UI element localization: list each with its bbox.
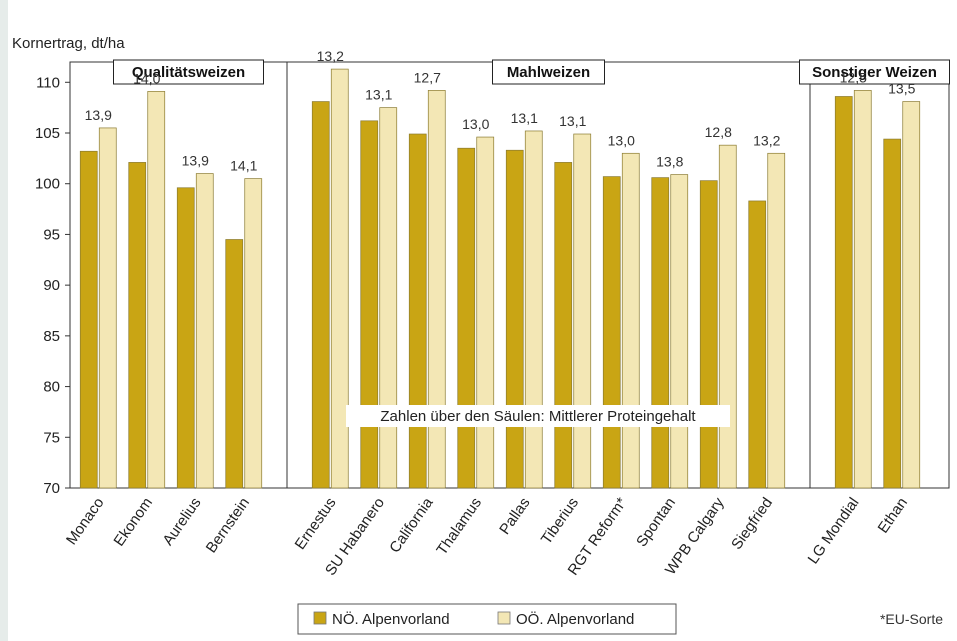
data-label: 14,1: [230, 158, 257, 174]
x-tick-label: Tiberius: [538, 495, 582, 548]
bar-noe: [311, 101, 330, 489]
bar-noe: [748, 200, 767, 489]
x-tick-label: Spontan: [633, 495, 679, 551]
data-label: 12,5: [840, 69, 867, 85]
group-label: Sonstiger Weizen: [812, 64, 937, 81]
legend-label: OÖ. Alpenvorland: [516, 610, 634, 628]
legend-box: [297, 603, 677, 635]
legend-swatch: [497, 611, 511, 625]
data-label: 13,0: [608, 132, 635, 148]
bar-noe: [128, 162, 147, 489]
data-label: 13,5: [888, 81, 915, 97]
data-label: 12,8: [705, 124, 732, 140]
data-label: 12,7: [414, 69, 441, 85]
x-tick-label: Ernestus: [292, 495, 340, 553]
group-label-box: [492, 59, 605, 85]
group-label-box: [113, 59, 264, 85]
x-tick-label: Thalamus: [433, 495, 485, 559]
bar-noe: [651, 177, 670, 489]
data-label: 13,9: [182, 153, 209, 169]
bar-ooe: [98, 127, 117, 489]
data-label: 13,1: [511, 110, 538, 126]
bar-noe: [505, 149, 524, 489]
legend-swatch: [313, 611, 327, 625]
bar-noe: [457, 147, 476, 489]
group-label-box: [799, 59, 950, 85]
annotation-text: Zahlen über den Säulen: Mittlerer Protei…: [380, 408, 696, 425]
y-tick-label: 80: [43, 379, 60, 396]
bar-ooe: [621, 152, 640, 489]
y-axis-label: Kornertrag, dt/ha: [12, 35, 125, 52]
annotation-bg: [346, 405, 730, 427]
data-label: 14,0: [133, 70, 160, 86]
y-tick-label: 75: [43, 429, 60, 446]
y-tick-label: 100: [35, 176, 60, 193]
bar-noe: [408, 133, 427, 489]
bar-noe: [602, 176, 621, 489]
data-label: 13,2: [753, 132, 780, 148]
bar-noe: [554, 162, 573, 489]
bar-noe: [883, 138, 902, 489]
y-tick-label: 95: [43, 226, 60, 243]
bar-ooe: [427, 90, 446, 489]
bar-ooe: [573, 133, 592, 489]
bar-ooe: [853, 90, 872, 489]
legend-label: NÖ. Alpenvorland: [332, 610, 450, 628]
x-tick-label: California: [386, 494, 437, 556]
bar-noe: [176, 187, 195, 489]
bar-noe: [834, 96, 853, 489]
x-tick-label: Aurelius: [160, 495, 205, 549]
data-label: 13,2: [317, 48, 344, 64]
y-tick-label: 85: [43, 328, 60, 345]
y-tick-label: 110: [36, 74, 60, 91]
x-tick-label: Bernstein: [203, 495, 253, 557]
bar-ooe: [379, 107, 398, 489]
bar-ooe: [767, 152, 786, 489]
bar-ooe: [476, 136, 495, 489]
bar-ooe: [147, 91, 166, 489]
bar-noe: [225, 239, 244, 489]
x-tick-label: LG Mondial: [805, 495, 863, 568]
bar-ooe: [195, 173, 214, 489]
x-tick-label: Monaco: [63, 495, 108, 548]
group-label: Mahlweizen: [507, 64, 590, 81]
x-tick-label: Ethan: [875, 495, 911, 537]
bar-ooe: [244, 178, 263, 489]
data-label: 13,8: [656, 154, 683, 170]
x-tick-label: Pallas: [496, 495, 533, 538]
chart-container: Kornertrag, dt/ha 70 75 80 85 90 95 100 105 110 Qu…: [8, 0, 957, 641]
bar-ooe: [718, 144, 737, 489]
bar-noe: [699, 180, 718, 489]
x-tick-label: Siegfried: [728, 495, 776, 553]
bar-ooe: [670, 174, 689, 489]
y-tick-label: 70: [43, 480, 60, 497]
data-label: 13,1: [559, 113, 586, 129]
bar-noe: [79, 150, 98, 489]
y-tick-label: 105: [35, 125, 60, 142]
bar-ooe: [524, 130, 543, 489]
bar-chart: Kornertrag, dt/ha 70 75 80 85 90 95 100 105 110 Qu…: [12, 35, 950, 635]
footnote: *EU-Sorte: [880, 611, 943, 627]
bar-ooe: [330, 68, 349, 489]
y-tick-label: 90: [43, 277, 60, 294]
data-label: 13,0: [462, 116, 489, 132]
data-label: 13,9: [85, 107, 112, 123]
bar-ooe: [902, 101, 921, 489]
x-tick-label: Ekonom: [111, 495, 156, 550]
data-label: 13,1: [365, 87, 392, 103]
bar-noe: [360, 120, 379, 489]
group-label: Qualitätsweizen: [132, 64, 245, 81]
